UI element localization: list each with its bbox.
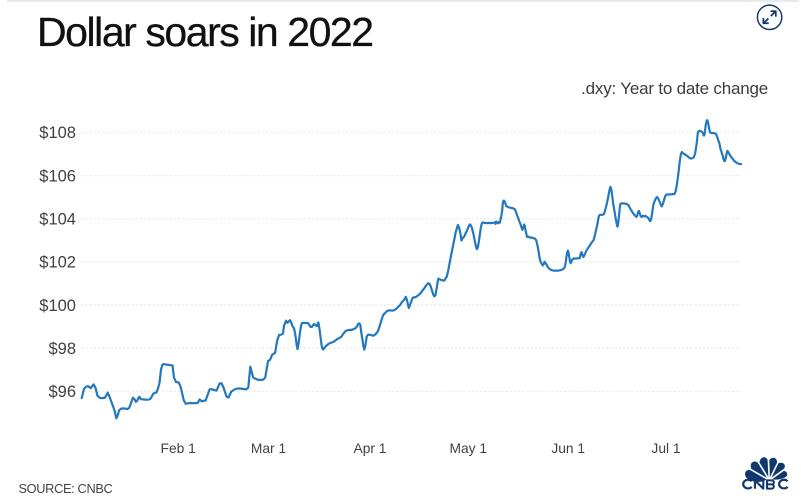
svg-text:SOURCE: CNBC: SOURCE: CNBC [19, 481, 113, 496]
svg-text:$98: $98 [48, 340, 76, 358]
svg-text:Mar 1: Mar 1 [251, 441, 286, 456]
svg-text:$96: $96 [48, 383, 76, 401]
svg-text:Jul 1: Jul 1 [651, 441, 680, 456]
svg-text:$108: $108 [39, 124, 76, 142]
svg-text:Feb 1: Feb 1 [161, 441, 196, 456]
svg-text:May 1: May 1 [450, 441, 488, 456]
svg-text:$104: $104 [39, 211, 76, 229]
svg-text:Jun 1: Jun 1 [551, 441, 585, 456]
svg-text:$102: $102 [39, 254, 76, 272]
svg-text:$100: $100 [39, 297, 76, 315]
svg-text:Apr 1: Apr 1 [354, 441, 387, 456]
svg-text:$106: $106 [39, 167, 76, 185]
